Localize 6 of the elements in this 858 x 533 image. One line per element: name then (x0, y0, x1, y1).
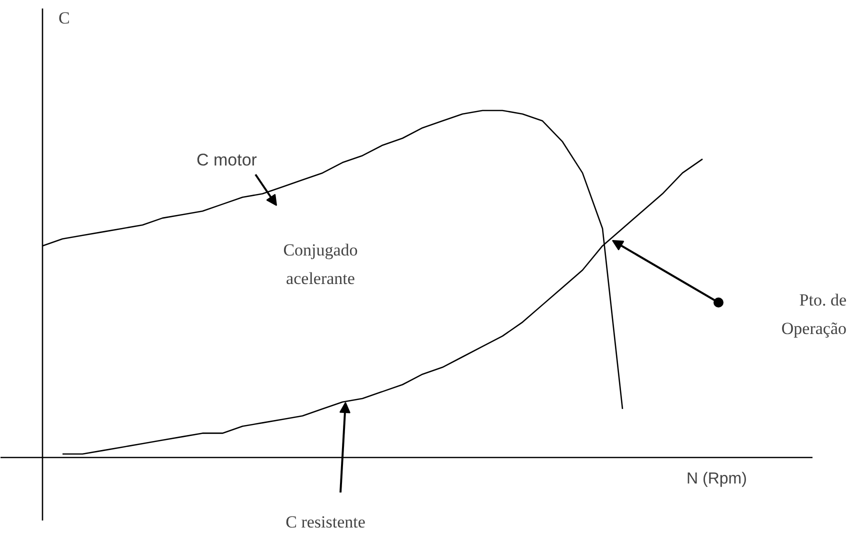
y-axis-title: C (58, 8, 70, 28)
text: Pto. de Operação (781, 290, 847, 338)
annotation: C motor (196, 150, 258, 170)
x-axis-title: N (Rpm) (686, 470, 747, 488)
annotation: Conjugado acelerante (283, 240, 358, 288)
text: C resistente (286, 512, 366, 532)
